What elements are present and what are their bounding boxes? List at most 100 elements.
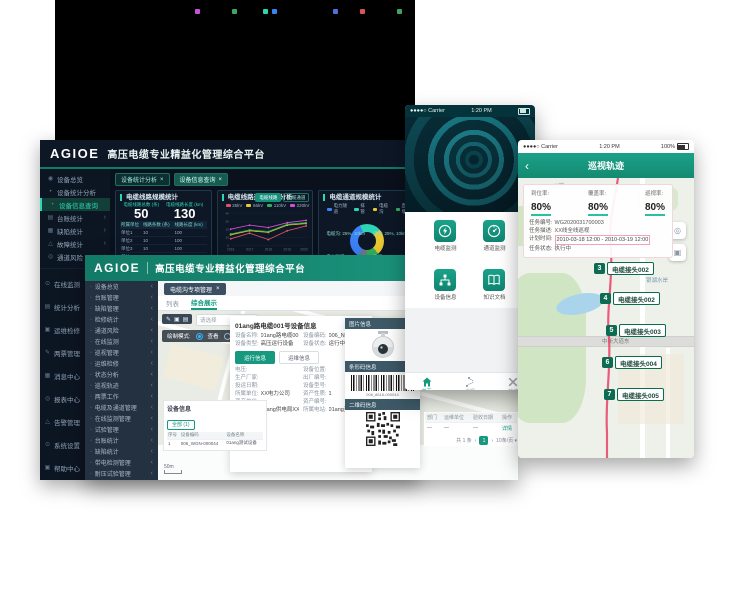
draw-mode-option-view[interactable]: 查看 [207, 334, 219, 340]
sidebar-item[interactable]: ▫ 状态分析 ‹ [85, 369, 158, 380]
sidebar-item[interactable]: ▦ 消息中心 [40, 364, 110, 387]
filter-all-button[interactable]: 全部 (1) [167, 419, 195, 430]
sidebar-item[interactable]: ▫ 两票工作 ‹ [85, 391, 158, 402]
app-channel-monitoring[interactable]: 通道监测 [483, 220, 506, 260]
sidebar-item[interactable]: ▫ 台账管理 ‹ [85, 292, 158, 303]
table-header: 线路长度 (km) [173, 221, 207, 229]
detail-field: 设备状态: 运行中 [303, 341, 346, 347]
sidebar-menu-secondary: ⊙ 在线监测 ▤ 统计分析 ▣ 运维检修 [40, 268, 110, 479]
app-cable-monitoring[interactable]: 电缆监测 [434, 220, 457, 260]
sidebar-item[interactable]: ▫ 运维检修 ‹ [85, 358, 158, 369]
map-pin-joint[interactable]: 7 电缆接头005 [604, 388, 664, 401]
indicator-dot [232, 9, 237, 14]
page-size-select[interactable]: 10条/页 ▾ [496, 438, 517, 444]
map-pin-joint[interactable]: 6 电缆接头004 [602, 356, 662, 369]
sidebar-item[interactable]: ▫ 缺陷管理 ‹ [85, 303, 158, 314]
next-page-button[interactable]: › [491, 437, 494, 444]
toggle-cable-lines[interactable]: 电缆线路 [255, 193, 282, 202]
chevron-right-icon: › [103, 227, 106, 234]
table-row[interactable]: 1 006_WGN-000044 01ang测试设备 [167, 438, 263, 447]
rate-stat: 覆盖率: 80% [587, 189, 608, 216]
menu-icon: ▫ [90, 459, 92, 466]
close-icon[interactable]: × [160, 176, 164, 183]
tab-chip[interactable]: 设备信息查询 × [173, 173, 229, 186]
task-info-label: 任务状态: [529, 246, 553, 252]
tab-overview[interactable]: 综合展示 [191, 297, 217, 310]
sidebar-item[interactable]: • 设备统计分析 [40, 185, 110, 198]
map-pin-joint[interactable]: 4 电缆接头002 [600, 292, 660, 305]
toggle-cable-channels[interactable]: 电缆通道 [283, 193, 310, 202]
sidebar-item[interactable]: ▤ 台账统计 › [40, 211, 110, 224]
locate-button[interactable]: ◎ [669, 222, 686, 239]
close-icon[interactable]: × [216, 286, 220, 292]
sidebar-item[interactable]: △ 故障统计 › [40, 237, 110, 250]
sidebar-item[interactable]: ◉ 设备总览 [40, 172, 110, 185]
detail-link[interactable]: 详情 [500, 422, 517, 433]
sidebar-item[interactable]: ✎ 两票管理 [40, 341, 110, 364]
tab-chip[interactable]: 设备统计分析 × [115, 173, 170, 186]
sidebar-item[interactable]: ▫ 耐压试验管理 ‹ [85, 468, 158, 479]
tab-patrol[interactable]: 巡视 [448, 373, 491, 390]
map-pin-joint[interactable]: 3 电缆接头002 [594, 262, 654, 275]
menu-icon: ▣ [44, 327, 51, 333]
sidebar-item[interactable]: ▣ 运维检修 [40, 318, 110, 341]
sidebar-item[interactable]: ▫ 试验管理 ‹ [85, 424, 158, 435]
table-header: 设备名称 [225, 431, 263, 439]
radio-selected-icon[interactable] [195, 332, 203, 340]
sidebar-item[interactable]: ▦ 缺陷统计 › [40, 224, 110, 237]
layers-icon[interactable]: ▤ [182, 316, 189, 323]
tab-maintenance-info[interactable]: 运维信息 [279, 351, 320, 364]
sidebar-item[interactable]: ◎ 报表中心 [40, 387, 110, 410]
fullscreen-icon[interactable]: ▣ [174, 316, 180, 323]
sidebar-item[interactable]: ▣ 帮助中心 [40, 456, 110, 479]
tab-run-info[interactable]: 运行信息 [235, 351, 276, 364]
menu-icon: ✎ [44, 350, 51, 356]
prev-page-button[interactable]: ‹ [474, 437, 477, 444]
app-device-info[interactable]: 设备信息 [434, 268, 457, 309]
back-button[interactable]: ‹ [525, 158, 529, 173]
sidebar-item[interactable]: ⊙ 在线监测 [40, 272, 110, 295]
tab-maintenance[interactable]: 检修 [492, 373, 535, 390]
sidebar-item[interactable]: ▫ 带电检测管理 ‹ [85, 457, 158, 468]
chevron-icon: ‹ [150, 448, 153, 455]
layers-button[interactable]: ▣ [669, 244, 686, 261]
sidebar-item[interactable]: ▤ 统计分析 [40, 295, 110, 318]
app-knowledge-docs[interactable]: 知识文档 [483, 268, 506, 309]
sidebar-item[interactable]: ▫ 电缆及通道管理 ‹ [85, 402, 158, 413]
stat-total-lines: 电缆线路总数 (条) 50 [123, 202, 160, 221]
chevron-icon: ‹ [150, 393, 153, 400]
map-block [162, 343, 224, 391]
sidebar-item[interactable]: • 设备信息查询 [40, 198, 110, 211]
close-icon[interactable]: × [218, 176, 223, 183]
pagination: 共 1 条 ‹ 1 › 10条/页 ▾ [425, 436, 517, 445]
sidebar-item[interactable]: ▫ 缺陷统计 ‹ [85, 446, 158, 457]
sidebar-item[interactable]: ▫ 通道风险 ‹ [85, 325, 158, 336]
map-pin-joint[interactable]: 5 电缆接头003 [606, 324, 666, 337]
module-tag[interactable]: 电缆沟专项管理 × [164, 283, 226, 295]
chevron-icon: ‹ [150, 459, 153, 466]
patrol-map[interactable]: 西洲路 东湖大郡 中新大道东 银湖水岸 3 电缆接头002 4 电缆接头002 … [518, 178, 694, 458]
barcode-caption: 006_8616-000044 [366, 392, 399, 397]
svg-text:2018: 2018 [264, 247, 272, 251]
sidebar-item-label: 运维检修 [54, 327, 80, 335]
task-info-row: 任务编号: WG2020031700003 [529, 219, 667, 227]
page-number-button[interactable]: 1 [479, 436, 489, 445]
sidebar-item[interactable]: ▫ 设备总览 ‹ [85, 281, 158, 292]
draw-icon[interactable]: ✎ [166, 316, 172, 323]
sidebar-item-label: 在线监测管理 [94, 417, 131, 423]
chevron-icon: ‹ [150, 294, 153, 301]
battery-icon [676, 143, 689, 150]
sidebar-item[interactable]: ▫ 巡视轨迹 ‹ [85, 380, 158, 391]
sidebar-item[interactable]: △ 告警管理 [40, 410, 110, 433]
sidebar-item[interactable]: ▫ 在线监测 ‹ [85, 336, 158, 347]
table-row[interactable]: — — — 详情 [425, 422, 517, 433]
sidebar-item[interactable]: ▫ 巡视管理 ‹ [85, 347, 158, 358]
sidebar-item-label: 设备统计分析 [57, 189, 96, 197]
tab-list[interactable]: 列表 [166, 301, 179, 308]
sidebar-item[interactable]: ▫ 检修统计 ‹ [85, 314, 158, 325]
sidebar-item[interactable]: ▫ 在线监测管理 ‹ [85, 413, 158, 424]
tab-home[interactable]: 首页 [405, 373, 448, 390]
sidebar-item[interactable]: ⊙ 系统设置 [40, 433, 110, 456]
sidebar-item[interactable]: ▫ 台账统计 ‹ [85, 435, 158, 446]
admin-screen: AGIOE 高压电缆专业精益化管理综合平台 ▫ 设备总览 ‹ ▫ 台账管理 ‹ [85, 255, 518, 480]
